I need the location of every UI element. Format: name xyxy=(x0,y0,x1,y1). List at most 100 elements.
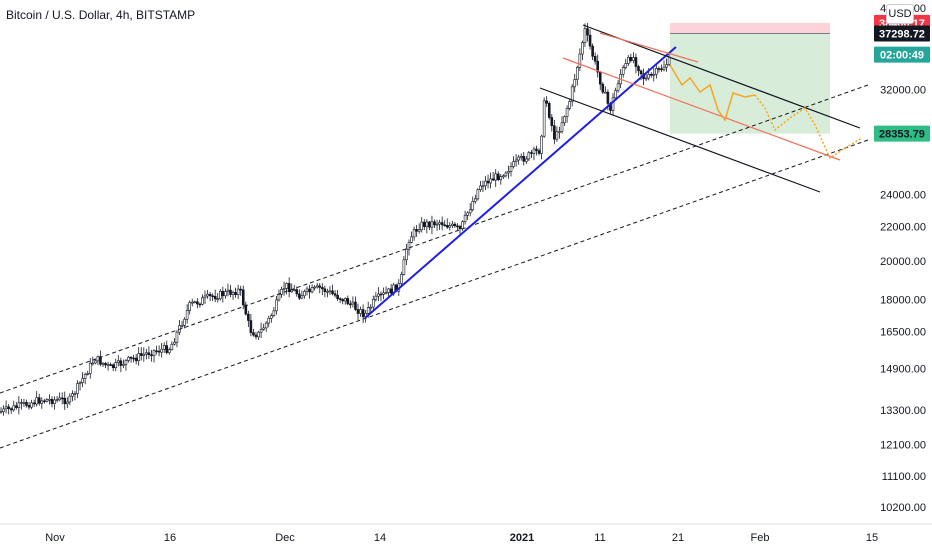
candle xyxy=(553,119,556,145)
candle xyxy=(361,304,365,324)
candle xyxy=(165,340,169,355)
candle xyxy=(466,211,469,220)
candle xyxy=(280,286,283,298)
candle xyxy=(27,401,31,410)
price-tag-label: 37298.72 xyxy=(879,29,925,41)
candle xyxy=(440,216,444,231)
x-tick-label: 21 xyxy=(672,532,684,544)
candle xyxy=(417,223,421,234)
price-tag-label: 28353.79 xyxy=(879,129,925,141)
candle xyxy=(558,126,561,139)
candle xyxy=(371,295,375,311)
candle xyxy=(331,284,334,296)
candle xyxy=(604,86,607,94)
candle xyxy=(486,174,490,189)
candle xyxy=(94,358,97,365)
candle xyxy=(433,219,436,228)
candle xyxy=(216,292,220,303)
candle xyxy=(519,153,523,161)
candle xyxy=(313,285,316,291)
candle xyxy=(443,220,447,227)
candle xyxy=(583,23,587,47)
candle xyxy=(157,345,161,357)
candle xyxy=(20,398,23,410)
candle xyxy=(152,349,156,363)
candle xyxy=(660,64,663,72)
candle xyxy=(43,399,46,404)
candle xyxy=(504,171,508,178)
candle xyxy=(99,350,102,367)
x-tick-label: 11 xyxy=(594,532,605,544)
candle xyxy=(127,355,130,363)
candle xyxy=(111,363,115,372)
candle xyxy=(563,115,566,126)
candle xyxy=(86,370,89,376)
candle xyxy=(2,405,5,416)
candle xyxy=(565,105,569,123)
candle xyxy=(491,171,495,182)
candle xyxy=(588,29,592,50)
candle xyxy=(346,295,350,306)
descending-channel-lower xyxy=(539,87,821,193)
candle xyxy=(512,156,515,169)
candle xyxy=(119,357,123,373)
candle xyxy=(356,303,360,321)
candle xyxy=(12,400,16,412)
candle xyxy=(453,222,457,228)
candle xyxy=(244,301,248,316)
candle xyxy=(326,288,329,298)
price-tag: 02:00:49 xyxy=(874,46,930,63)
candle xyxy=(415,224,418,237)
candle xyxy=(109,362,112,366)
candle xyxy=(405,243,408,265)
x-tick-label: Feb xyxy=(751,532,770,544)
candle xyxy=(257,330,260,340)
candle xyxy=(349,300,352,309)
candle xyxy=(530,149,533,159)
candle xyxy=(614,87,617,100)
x-tick-label: 15 xyxy=(866,532,878,544)
candle xyxy=(308,284,311,299)
candle xyxy=(262,323,265,331)
candle xyxy=(305,286,309,296)
candle xyxy=(272,306,276,318)
candle xyxy=(338,297,342,304)
candle xyxy=(285,282,288,295)
candle xyxy=(384,286,388,295)
candle xyxy=(9,407,13,414)
y-tick-label: 14900.00 xyxy=(880,364,926,376)
candle xyxy=(593,52,597,65)
candle xyxy=(573,73,577,93)
candle xyxy=(221,286,225,303)
y-tick-label: 20000.00 xyxy=(880,256,926,268)
candle xyxy=(96,355,100,366)
candle xyxy=(22,398,26,407)
candle xyxy=(81,372,84,388)
candle xyxy=(173,338,176,346)
candle xyxy=(236,284,240,300)
candle xyxy=(621,65,625,78)
candle xyxy=(359,306,362,317)
candle xyxy=(494,169,498,187)
candle xyxy=(527,150,531,162)
candle xyxy=(438,219,441,230)
candle xyxy=(328,286,332,295)
candle xyxy=(320,283,324,296)
candle xyxy=(624,58,628,70)
candle xyxy=(32,399,36,408)
candle xyxy=(196,297,199,309)
candle xyxy=(377,287,380,301)
currency-button[interactable]: USD xyxy=(886,4,914,24)
candle xyxy=(30,399,33,410)
candle xyxy=(145,348,148,360)
candle xyxy=(37,393,41,406)
candle xyxy=(570,84,574,107)
y-tick-label: 13300.00 xyxy=(880,405,926,417)
candle xyxy=(88,357,92,379)
stop-loss-zone xyxy=(670,22,830,34)
candle xyxy=(15,401,18,410)
x-tick-label: 16 xyxy=(164,532,176,544)
candle xyxy=(547,101,551,120)
candle xyxy=(481,180,485,193)
